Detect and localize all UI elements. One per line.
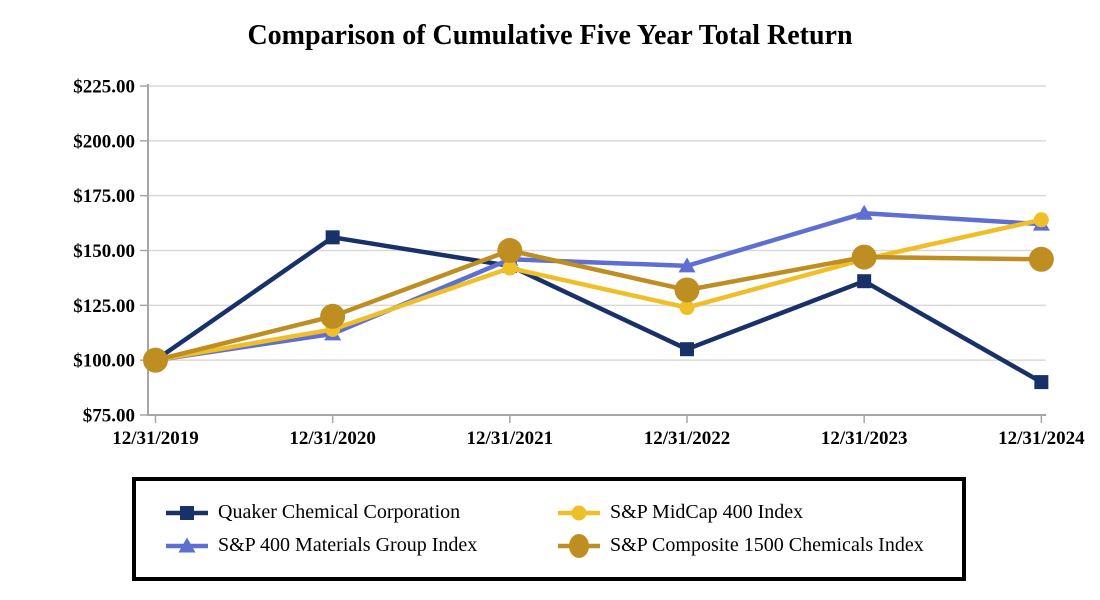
legend-label: S&P 400 Materials Group Index bbox=[218, 534, 478, 556]
y-tick-label: $150.00 bbox=[73, 241, 135, 262]
legend: Quaker Chemical Corporation S&P MidCap 40… bbox=[132, 477, 966, 581]
gridlines bbox=[148, 85, 1046, 361]
y-tick-label: $125.00 bbox=[73, 296, 135, 317]
x-tick-label: 12/31/2019 bbox=[112, 428, 199, 449]
y-tick-label: $200.00 bbox=[73, 131, 135, 152]
s-p-composite-1500-chemicals-index-marker-icon bbox=[558, 533, 600, 558]
y-tick-label: $100.00 bbox=[73, 351, 135, 372]
legend-label: S&P MidCap 400 Index bbox=[610, 501, 804, 523]
series-s-p-composite-1500-chemicals-index bbox=[143, 238, 1054, 373]
x-tick-label: 12/31/2021 bbox=[467, 428, 554, 449]
legend-label: Quaker Chemical Corporation bbox=[218, 501, 461, 523]
legend-item-s-p-midcap-400-index: S&P MidCap 400 Index bbox=[558, 498, 962, 528]
s-p-midcap-400-index-marker-icon bbox=[558, 505, 600, 520]
y-tick-label: $225.00 bbox=[73, 77, 135, 98]
x-tick-label: 12/31/2024 bbox=[998, 428, 1085, 449]
legend-item-s-p-composite-1500-chemicals-index: S&P Composite 1500 Chemicals Index bbox=[558, 531, 962, 561]
chart-title: Comparison of Cumulative Five Year Total… bbox=[247, 20, 853, 51]
legend-item-s-p-400-materials-group-index: S&P 400 Materials Group Index bbox=[166, 531, 558, 561]
series-s-p-midcap-400-index bbox=[148, 212, 1049, 368]
x-tick-label: 12/31/2020 bbox=[289, 428, 376, 449]
x-tick-label: 12/31/2022 bbox=[644, 428, 731, 449]
axes bbox=[140, 84, 1046, 423]
legend-item-quaker-chemical-corporation: Quaker Chemical Corporation bbox=[166, 498, 558, 528]
x-tick-label: 12/31/2023 bbox=[821, 428, 908, 449]
quaker-chemical-corporation-marker-icon bbox=[166, 505, 208, 520]
series-quaker-chemical-corporation bbox=[148, 230, 1049, 390]
legend-label: S&P Composite 1500 Chemicals Index bbox=[610, 534, 924, 556]
line-chart-canvas: $225.00 $200.00 $175.00 $150.00 $125.00 $100.… bbox=[73, 77, 1085, 450]
axis-labels: $225.00 $200.00 $175.00 $150.00 $125.00 $100.… bbox=[73, 77, 1085, 450]
y-tick-label: $175.00 bbox=[73, 186, 135, 207]
s-p-400-materials-group-index-marker-icon bbox=[166, 537, 208, 552]
y-tick-label: $75.00 bbox=[83, 406, 135, 427]
